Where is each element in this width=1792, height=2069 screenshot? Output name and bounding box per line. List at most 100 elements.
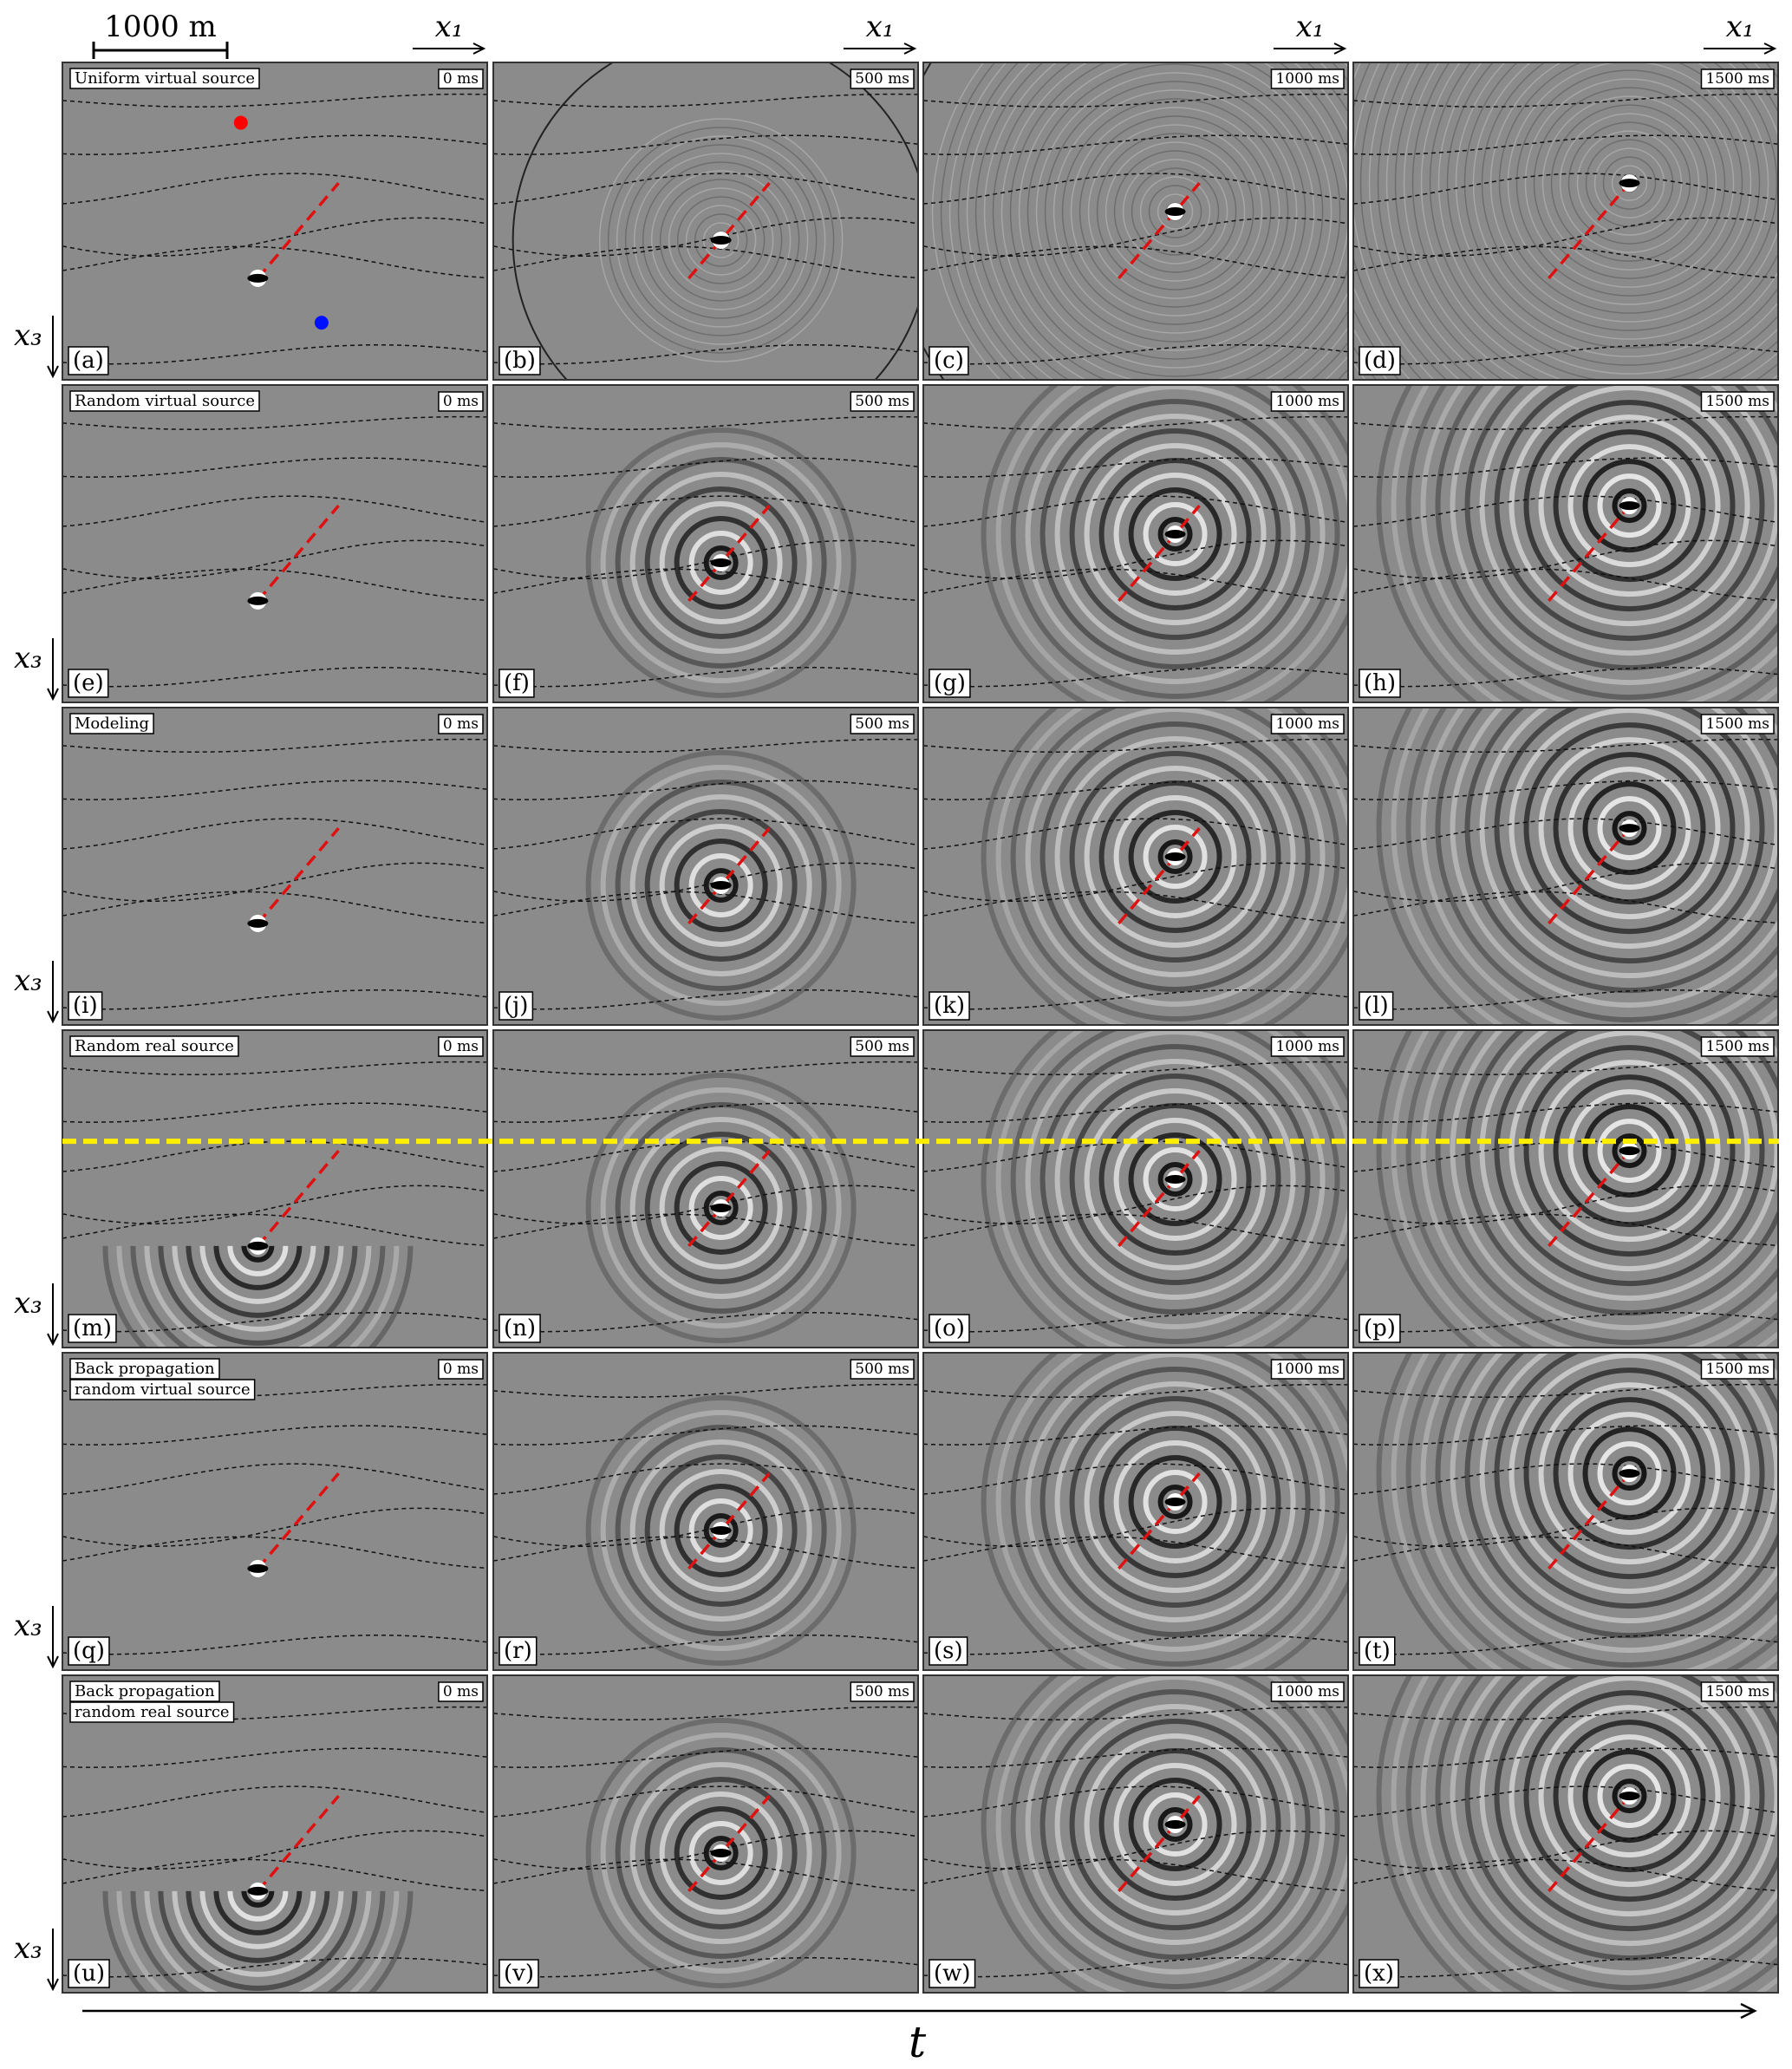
wavefront	[1509, 1353, 1750, 1595]
interface	[62, 1102, 487, 1123]
wavefront	[227, 1890, 289, 1922]
interface	[493, 1536, 918, 1570]
wavefront	[1010, 1030, 1340, 1344]
wavefront	[1061, 98, 1289, 325]
label-box-bg	[68, 346, 109, 375]
interface	[1353, 217, 1778, 257]
receiver-red	[233, 115, 248, 130]
label-box: (i)	[68, 991, 103, 1021]
wavefront	[1157, 1807, 1193, 1843]
interface	[62, 1634, 487, 1655]
source-path	[1118, 504, 1201, 603]
interface	[1353, 1507, 1778, 1547]
label-text: 500 ms	[855, 393, 909, 410]
interface	[62, 1956, 487, 1978]
x-axis-label: x₁	[435, 10, 464, 44]
interface	[62, 1785, 487, 1818]
wavefront	[1523, 1045, 1736, 1257]
wavefront	[1069, 1074, 1281, 1286]
wavefront	[674, 1805, 768, 1900]
x-axis-arrowhead	[903, 42, 917, 55]
label-box-bg	[68, 1959, 110, 1988]
z-axis-label: x₃	[14, 318, 42, 353]
interface	[923, 1102, 1348, 1123]
wavefront	[644, 1453, 798, 1607]
label-box: (s)	[929, 1636, 968, 1666]
x-axis-label: x₁	[1296, 10, 1325, 44]
wavefront	[1113, 1440, 1237, 1564]
label-text: 1500 ms	[1705, 1038, 1769, 1055]
source-path	[1548, 1149, 1631, 1248]
z-axis-label: x₃	[14, 1609, 42, 1643]
panel	[493, 708, 918, 1025]
label-box-bg	[69, 1701, 235, 1723]
panel	[1353, 1030, 1778, 1348]
label-box: 500 ms	[850, 1036, 915, 1057]
wavefront	[1096, 133, 1254, 290]
wavefront	[1507, 62, 1752, 305]
wavefront	[1377, 62, 1475, 380]
label-text: 1000 ms	[1275, 70, 1339, 88]
interface	[1353, 1956, 1778, 1978]
panel-border	[922, 62, 1349, 381]
x-axis-label: x₁	[1726, 10, 1755, 44]
label-box: Random real source	[69, 1035, 239, 1057]
interface	[923, 1425, 1348, 1446]
interface	[62, 666, 487, 688]
interface	[923, 1858, 1348, 1892]
label-box: (e)	[68, 669, 109, 698]
wavefront	[1376, 708, 1479, 1025]
label-text: Modeling	[75, 715, 149, 733]
interface	[923, 173, 1348, 205]
label-box-bg	[1359, 669, 1401, 698]
wavefront	[199, 1890, 316, 1949]
label-box-bg	[438, 1681, 484, 1702]
label-box: 0 ms	[438, 714, 484, 734]
wavefront	[981, 1675, 1348, 1993]
label-box: 0 ms	[438, 391, 484, 412]
wavefront	[600, 1087, 842, 1328]
label-text: Random real source	[75, 1037, 234, 1055]
wavefront	[629, 1116, 812, 1299]
source	[1164, 207, 1186, 217]
wavefront	[1481, 62, 1778, 331]
wavefront	[1479, 385, 1778, 656]
wavefront	[1494, 1353, 1765, 1609]
interface	[493, 217, 918, 257]
label-box: (l)	[1359, 991, 1394, 1021]
panel	[923, 1353, 1348, 1670]
wavefront	[1582, 1104, 1677, 1198]
label-box: 1000 ms	[1270, 1681, 1345, 1702]
interface	[923, 1213, 1348, 1247]
wavefront	[624, 144, 818, 336]
wavefront	[585, 427, 857, 698]
label-text: (d)	[1364, 348, 1396, 374]
wavefront	[1553, 429, 1706, 583]
panel-border	[1352, 1674, 1779, 1994]
interface	[923, 245, 1348, 279]
interface	[62, 568, 487, 602]
label-box-bg	[499, 991, 534, 1021]
wavefront	[1054, 1381, 1296, 1623]
panel	[62, 1030, 487, 1348]
wavefront	[512, 62, 918, 380]
interface	[62, 818, 487, 850]
label-text: (j)	[504, 993, 528, 1019]
interface	[1353, 568, 1778, 602]
wavefront	[1098, 1103, 1252, 1256]
wavefront	[1559, 113, 1700, 253]
panel-border	[62, 707, 488, 1026]
label-text: (v)	[504, 1961, 534, 1987]
wavefront	[1602, 156, 1657, 210]
panel-border	[62, 62, 488, 381]
wavefront	[688, 1175, 753, 1240]
source-path	[1548, 504, 1631, 603]
wavefront	[1450, 708, 1778, 1008]
label-text: (t)	[1364, 1638, 1391, 1664]
wavefront	[1098, 1748, 1252, 1902]
source	[1619, 824, 1640, 833]
wavefront	[1405, 1675, 1778, 1993]
wavefront	[1098, 1426, 1252, 1579]
wavefront	[1039, 1367, 1311, 1638]
interface	[493, 1425, 918, 1446]
